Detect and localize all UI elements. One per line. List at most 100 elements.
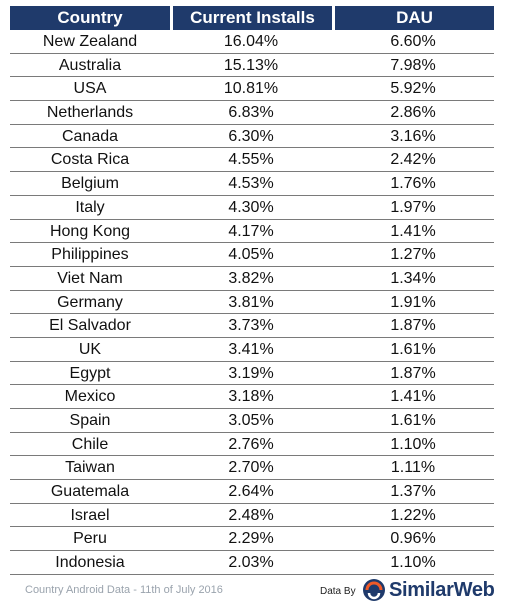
cell-country: Egypt <box>69 364 111 382</box>
cell-dau: 1.87% <box>390 317 436 335</box>
table-header: Country Current Installs DAU <box>10 6 494 30</box>
table-row: Canada 6.30% 3.16% <box>10 125 494 149</box>
table-row: Australia 15.13% 7.98% <box>10 54 494 78</box>
cell-current-installs: 3.73% <box>228 317 274 335</box>
cell-dau: 6.60% <box>390 33 436 50</box>
cell-dau: 2.42% <box>390 151 436 169</box>
cell-dau: 1.22% <box>390 506 436 524</box>
table-row: Netherlands 6.83% 2.86% <box>10 101 494 125</box>
cell-current-installs: 4.05% <box>228 246 274 264</box>
cell-current-installs: 4.30% <box>228 198 274 216</box>
cell-country: Peru <box>73 530 107 548</box>
cell-country: Indonesia <box>55 554 125 572</box>
table-row: Italy 4.30% 1.97% <box>10 196 494 220</box>
cell-dau: 5.92% <box>390 80 436 98</box>
cell-dau: 1.41% <box>390 222 436 240</box>
cell-country: Guatemala <box>50 483 130 501</box>
brand-name: SimilarWeb <box>389 579 495 601</box>
cell-country: Mexico <box>64 388 116 406</box>
cell-country: Philippines <box>51 246 129 264</box>
cell-current-installs: 4.53% <box>228 175 274 193</box>
cell-country: Italy <box>75 198 105 216</box>
cell-dau: 1.91% <box>390 293 436 311</box>
cell-country: USA <box>73 80 107 98</box>
cell-current-installs: 3.19% <box>228 364 274 382</box>
table-row: El Salvador 3.73% 1.87% <box>10 314 494 338</box>
cell-country: Costa Rica <box>50 151 130 169</box>
cell-dau: 1.61% <box>390 340 436 358</box>
cell-current-installs: 2.76% <box>228 435 274 453</box>
cell-current-installs: 3.81% <box>228 293 274 311</box>
table-row: New Zealand 16.04% 6.60% <box>10 30 494 54</box>
data-by-label: Data By <box>320 586 356 597</box>
table-row: Peru 2.29% 0.96% <box>10 527 494 552</box>
cell-dau: 1.34% <box>390 269 436 287</box>
cell-country: Viet Nam <box>57 269 123 287</box>
footnote: Country Android Data - 11th of July 2016 <box>25 584 223 596</box>
cell-country: Netherlands <box>46 104 134 122</box>
similarweb-logo-icon <box>363 579 385 601</box>
data-table: Country Current Installs DAU New Zealand… <box>10 6 494 575</box>
cell-country: Chile <box>71 435 109 453</box>
table-body: New Zealand 16.04% 6.60% Australia 15.13% 7.9… <box>10 30 494 575</box>
cell-current-installs: 6.30% <box>228 127 274 145</box>
cell-country: El Salvador <box>49 317 131 335</box>
table-row: Spain 3.05% 1.61% <box>10 409 494 433</box>
table-row: Hong Kong 4.17% 1.41% <box>10 220 494 244</box>
cell-country: Spain <box>69 412 111 429</box>
cell-dau: 0.96% <box>390 530 436 548</box>
cell-current-installs: 3.41% <box>228 340 274 358</box>
cell-current-installs: 3.18% <box>228 388 274 406</box>
table-row: Mexico 3.18% 1.41% <box>10 385 494 409</box>
table-row: Germany 3.81% 1.91% <box>10 291 494 315</box>
table-row: Philippines 4.05% 1.27% <box>10 243 494 267</box>
cell-current-installs: 4.17% <box>228 222 274 240</box>
table-row: Chile 2.76% 1.10% <box>10 433 494 457</box>
footer: Country Android Data - 11th of July 2016… <box>0 578 505 606</box>
cell-current-installs: 2.70% <box>228 459 274 477</box>
cell-current-installs: 2.29% <box>228 530 274 548</box>
cell-current-installs: 2.64% <box>228 483 274 501</box>
cell-country: Israel <box>70 506 110 524</box>
cell-country: Germany <box>57 293 123 311</box>
table-row: Viet Nam 3.82% 1.34% <box>10 267 494 291</box>
table-row: Costa Rica 4.55% 2.42% <box>10 148 494 173</box>
table-row: Belgium 4.53% 1.76% <box>10 172 494 196</box>
cell-current-installs: 3.82% <box>228 269 274 287</box>
cell-country: Australia <box>58 56 122 74</box>
table-row: Guatemala 2.64% 1.37% <box>10 480 494 504</box>
cell-country: Taiwan <box>65 459 115 477</box>
cell-dau: 1.11% <box>390 459 436 477</box>
cell-dau: 1.10% <box>390 554 436 572</box>
cell-dau: 1.61% <box>390 412 436 429</box>
cell-dau: 1.41% <box>390 388 436 406</box>
cell-current-installs: 4.55% <box>228 151 274 169</box>
table-row: Taiwan 2.70% 1.11% <box>10 456 494 481</box>
table-row: Israel 2.48% 1.22% <box>10 504 494 528</box>
cell-current-installs: 15.13% <box>223 56 279 74</box>
cell-dau: 3.16% <box>390 127 436 145</box>
cell-current-installs: 10.81% <box>223 80 279 98</box>
cell-country: UK <box>78 340 102 358</box>
cell-dau: 1.37% <box>390 483 436 501</box>
cell-current-installs: 2.03% <box>228 554 274 572</box>
table-row: Indonesia 2.03% 1.10% <box>10 551 494 575</box>
cell-dau: 2.86% <box>390 104 436 122</box>
cell-country: Canada <box>61 127 119 145</box>
table-row: USA 10.81% 5.92% <box>10 77 494 102</box>
column-header-country: Country <box>10 6 170 30</box>
cell-current-installs: 3.05% <box>228 412 274 429</box>
cell-dau: 7.98% <box>390 56 436 74</box>
cell-dau: 1.76% <box>390 175 436 193</box>
cell-country: Hong Kong <box>49 222 131 240</box>
cell-country: Belgium <box>61 175 119 193</box>
cell-current-installs: 6.83% <box>228 104 274 122</box>
cell-current-installs: 2.48% <box>228 506 274 524</box>
cell-current-installs: 16.04% <box>223 33 279 50</box>
cell-dau: 1.97% <box>390 198 436 216</box>
column-header-dau: DAU <box>335 6 494 30</box>
cell-dau: 1.87% <box>390 364 436 382</box>
column-header-current-installs: Current Installs <box>173 6 332 30</box>
cell-dau: 1.27% <box>390 246 436 264</box>
table-row: UK 3.41% 1.61% <box>10 338 494 362</box>
